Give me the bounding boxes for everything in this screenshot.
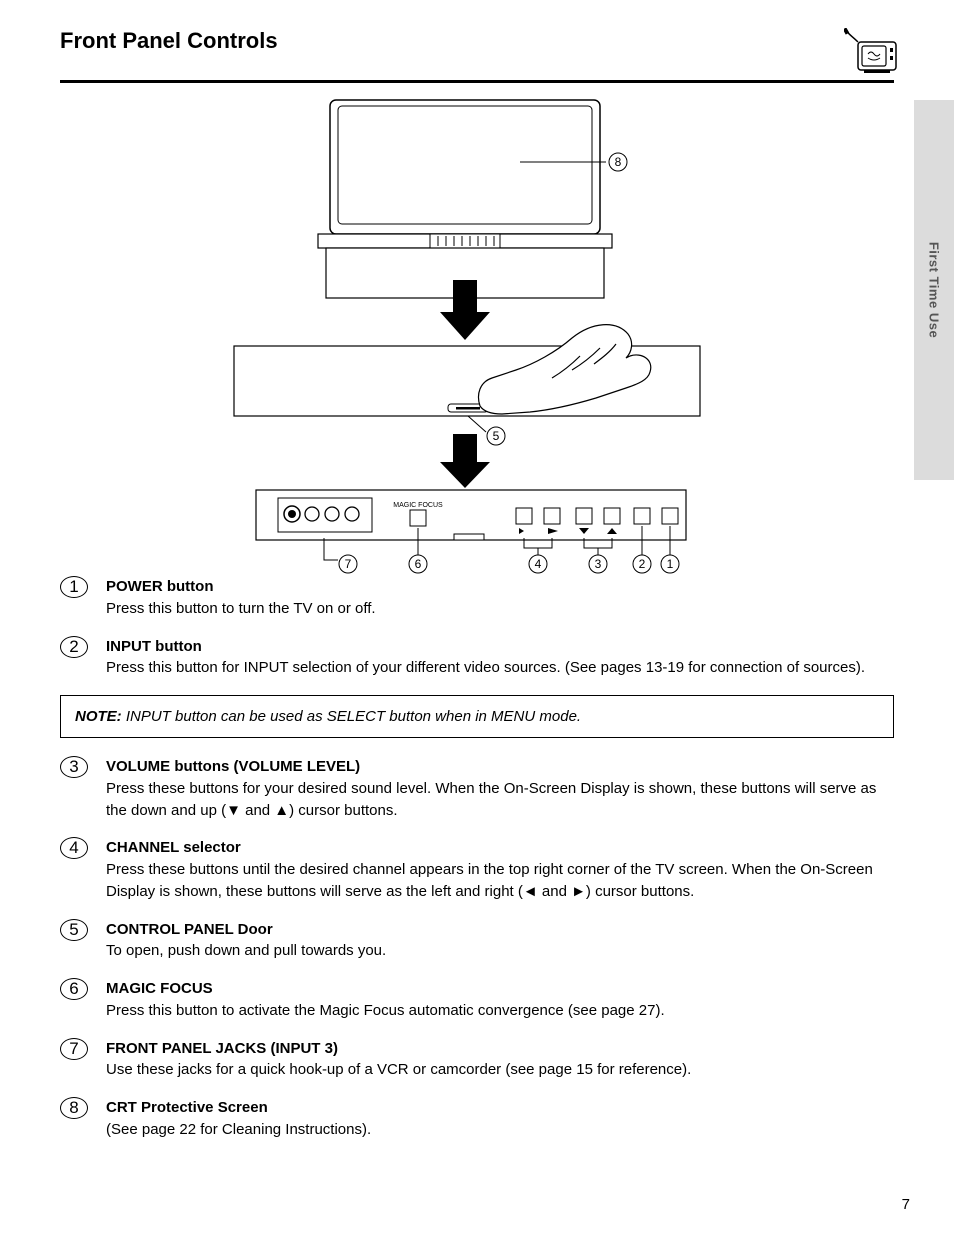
- item-label: MAGIC FOCUS: [106, 980, 213, 997]
- item-body: CHANNEL selector Press these buttons unt…: [106, 837, 894, 902]
- item-text: Press these buttons until the desired ch…: [106, 861, 873, 900]
- note-box: NOTE: INPUT button can be used as SELECT…: [60, 695, 894, 738]
- item-2: 2 INPUT button Press this button for INP…: [60, 636, 894, 680]
- item-number: 3: [60, 756, 88, 778]
- control-panel: MAGIC FOCUS 7 6: [256, 490, 686, 573]
- callout-5: 5: [493, 429, 500, 443]
- logo-icon: [844, 28, 904, 76]
- item-label: INPUT button: [106, 638, 202, 655]
- item-text: (See page 22 for Cleaning Instructions).: [106, 1121, 371, 1138]
- front-door-illustration: 5: [234, 325, 700, 445]
- item-number: 2: [60, 636, 88, 658]
- item-label: CONTROL PANEL Door: [106, 921, 273, 938]
- item-text: Press this button to activate the Magic …: [106, 1002, 665, 1019]
- item-5: 5 CONTROL PANEL Door To open, push down …: [60, 919, 894, 963]
- panel-callout-2: 2: [639, 557, 646, 571]
- item-label: CRT Protective Screen: [106, 1099, 268, 1116]
- item-number: 1: [60, 576, 88, 598]
- item-label: POWER button: [106, 578, 213, 595]
- item-label: FRONT PANEL JACKS (INPUT 3): [106, 1040, 338, 1057]
- arrow-down-2: [440, 434, 490, 488]
- note-body: INPUT button can be used as SELECT butto…: [126, 708, 581, 725]
- page-number: 7: [902, 1196, 910, 1213]
- item-body: POWER button Press this button to turn t…: [106, 576, 894, 620]
- item-number: 4: [60, 837, 88, 859]
- note-prefix: NOTE:: [75, 708, 122, 725]
- item-text: Use these jacks for a quick hook-up of a…: [106, 1061, 691, 1078]
- item-text: Press this button to turn the TV on or o…: [106, 600, 376, 617]
- items-list: 1 POWER button Press this button to turn…: [60, 576, 894, 1157]
- item-body: MAGIC FOCUS Press this button to activat…: [106, 978, 894, 1022]
- side-tab: First Time Use: [914, 100, 954, 480]
- panel-callout-7: 7: [345, 557, 352, 571]
- item-body: FRONT PANEL JACKS (INPUT 3) Use these ja…: [106, 1038, 894, 1082]
- item-7: 7 FRONT PANEL JACKS (INPUT 3) Use these …: [60, 1038, 894, 1082]
- item-number: 6: [60, 978, 88, 1000]
- panel-callout-1: 1: [667, 557, 674, 571]
- page-root: First Time Use Front Panel Controls 8: [0, 0, 954, 1235]
- panel-callout-4: 4: [535, 557, 542, 571]
- item-body: CONTROL PANEL Door To open, push down an…: [106, 919, 894, 963]
- callout-8: 8: [615, 155, 622, 169]
- panel-callout-6: 6: [415, 557, 422, 571]
- item-text: To open, push down and pull towards you.: [106, 942, 386, 959]
- tv-diagram: 8: [220, 94, 720, 574]
- item-number: 7: [60, 1038, 88, 1060]
- item-8: 8 CRT Protective Screen (See page 22 for…: [60, 1097, 894, 1141]
- item-6: 6 MAGIC FOCUS Press this button to activ…: [60, 978, 894, 1022]
- header-rule: [60, 80, 894, 83]
- magic-focus-label: MAGIC FOCUS: [393, 502, 443, 509]
- item-number: 5: [60, 919, 88, 941]
- tv-illustration: 8: [318, 100, 627, 298]
- item-body: VOLUME buttons (VOLUME LEVEL) Press thes…: [106, 756, 894, 821]
- page-title: Front Panel Controls: [60, 28, 894, 54]
- panel-callout-3: 3: [595, 557, 602, 571]
- side-tab-label: First Time Use: [927, 242, 942, 338]
- item-number: 8: [60, 1097, 88, 1119]
- item-1: 1 POWER button Press this button to turn…: [60, 576, 894, 620]
- item-body: INPUT button Press this button for INPUT…: [106, 636, 894, 680]
- item-label: VOLUME buttons (VOLUME LEVEL): [106, 758, 360, 775]
- item-text: Press these buttons for your desired sou…: [106, 780, 876, 819]
- item-4: 4 CHANNEL selector Press these buttons u…: [60, 837, 894, 902]
- item-text: Press this button for INPUT selection of…: [106, 659, 865, 676]
- item-label: CHANNEL selector: [106, 839, 241, 856]
- item-3: 3 VOLUME buttons (VOLUME LEVEL) Press th…: [60, 756, 894, 821]
- item-body: CRT Protective Screen (See page 22 for C…: [106, 1097, 894, 1141]
- header: Front Panel Controls: [60, 28, 894, 54]
